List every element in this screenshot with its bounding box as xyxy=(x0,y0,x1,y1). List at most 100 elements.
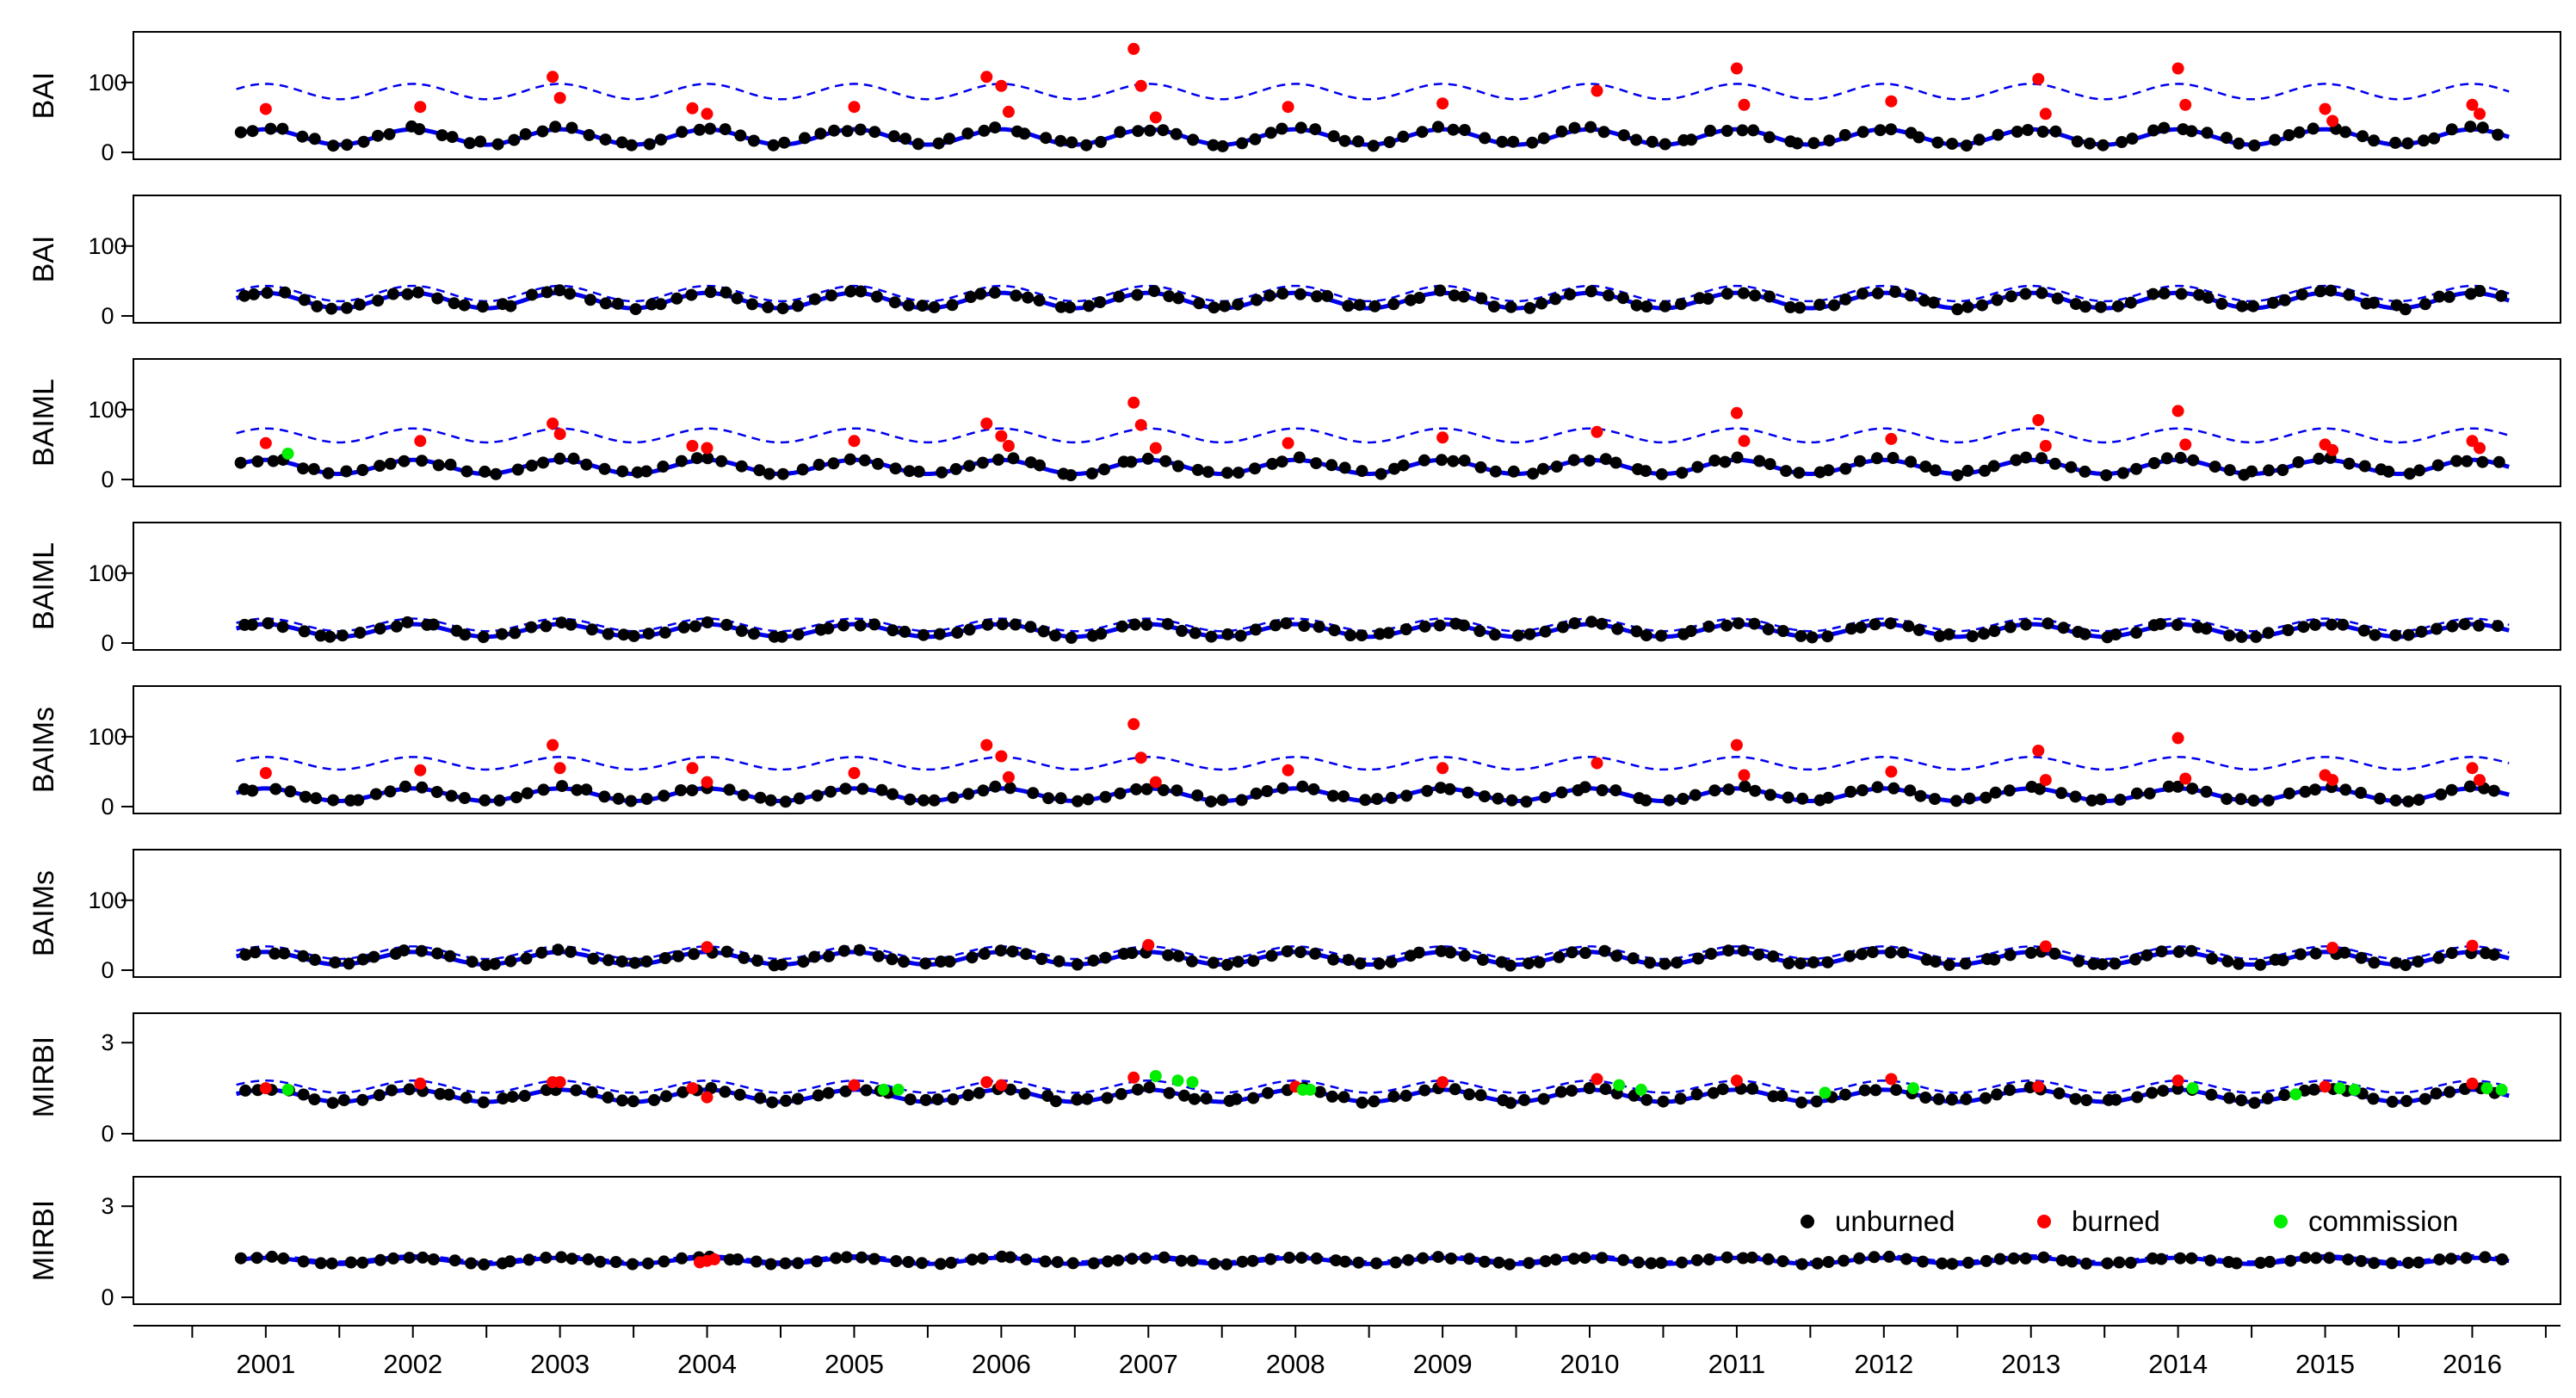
unburned-point xyxy=(1397,130,1410,143)
unburned-point xyxy=(1640,794,1652,807)
unburned-point xyxy=(854,123,867,136)
burned-point xyxy=(553,91,566,104)
unburned-point xyxy=(277,1252,290,1265)
unburned-point xyxy=(2278,1089,2291,1101)
unburned-point xyxy=(1992,128,2005,141)
unburned-point xyxy=(2100,469,2113,482)
unburned-point xyxy=(2431,459,2444,472)
unburned-point xyxy=(276,122,289,135)
unburned-point xyxy=(1004,1251,1016,1264)
burned-point xyxy=(414,764,427,776)
unburned-point xyxy=(1189,627,1202,640)
unburned-point xyxy=(2445,947,2458,960)
unburned-point xyxy=(2357,624,2370,637)
unburned-point xyxy=(2185,125,2198,138)
unburned-point xyxy=(465,1257,478,1270)
unburned-point xyxy=(1806,631,1819,644)
unburned-point xyxy=(337,1094,350,1106)
unburned-point xyxy=(479,958,492,971)
unburned-point xyxy=(1126,1253,1139,1265)
unburned-point xyxy=(886,624,899,637)
unburned-point xyxy=(658,1255,670,1268)
unburned-point xyxy=(640,793,653,805)
burned-point xyxy=(2326,443,2339,456)
unburned-point xyxy=(246,618,258,631)
unburned-point xyxy=(1018,1087,1031,1100)
unburned-point xyxy=(886,953,899,966)
y-tick-label: 0 xyxy=(101,630,114,656)
unburned-point xyxy=(2402,795,2415,807)
unburned-point xyxy=(2337,618,2350,631)
unburned-point xyxy=(2051,292,2064,305)
unburned-point xyxy=(776,302,789,315)
panel-frame xyxy=(133,1176,2561,1305)
unburned-point xyxy=(1246,1254,1259,1267)
panel-frame xyxy=(133,1012,2561,1141)
unburned-point xyxy=(1763,290,1776,303)
unburned-point xyxy=(1598,944,1611,957)
burned-point xyxy=(2039,108,2052,121)
unburned-point xyxy=(477,631,490,643)
unburned-point xyxy=(1951,303,1964,316)
unburned-point xyxy=(828,124,841,137)
unburned-point xyxy=(675,455,688,467)
unburned-point xyxy=(1344,629,1357,641)
unburned-point xyxy=(1523,957,1535,970)
unburned-point xyxy=(657,461,670,473)
unburned-point xyxy=(868,618,880,631)
unburned-point xyxy=(372,294,385,307)
unburned-point xyxy=(1080,139,1093,152)
unburned-point xyxy=(676,126,689,139)
unburned-point xyxy=(374,622,386,635)
unburned-point xyxy=(583,128,596,141)
unburned-point xyxy=(648,1093,660,1106)
unburned-point xyxy=(1205,630,1218,643)
unburned-point xyxy=(1914,789,1927,802)
unburned-point xyxy=(553,452,566,465)
unburned-point xyxy=(811,789,824,802)
unburned-point xyxy=(1838,128,1851,141)
unburned-point xyxy=(751,955,763,967)
burned-point xyxy=(1885,95,1898,108)
unburned-point xyxy=(2295,948,2307,961)
unburned-point xyxy=(2079,628,2091,640)
unburned-point xyxy=(1148,285,1161,298)
unburned-point xyxy=(904,793,917,806)
threshold-line xyxy=(236,756,2510,771)
unburned-point xyxy=(1640,1093,1653,1106)
unburned-point xyxy=(2474,285,2486,297)
unburned-point xyxy=(1644,956,1656,969)
unburned-point xyxy=(2284,1254,2297,1267)
unburned-point xyxy=(719,1086,732,1098)
unburned-point xyxy=(811,1255,823,1268)
unburned-point xyxy=(719,123,732,136)
unburned-point xyxy=(299,790,312,803)
unburned-point xyxy=(1822,791,1835,804)
unburned-point xyxy=(1722,944,1735,957)
unburned-point xyxy=(1719,455,1732,468)
unburned-point xyxy=(1186,1254,1199,1267)
unburned-point xyxy=(1296,780,1309,793)
unburned-point xyxy=(1232,956,1245,968)
commission-point xyxy=(1171,1074,1184,1087)
unburned-point xyxy=(599,297,612,310)
unburned-point xyxy=(1418,1084,1431,1097)
unburned-point xyxy=(1640,465,1652,478)
unburned-point xyxy=(812,458,825,471)
unburned-point xyxy=(1115,620,1128,633)
burned-point xyxy=(980,739,993,752)
unburned-point xyxy=(837,944,850,957)
unburned-point xyxy=(2069,790,2082,803)
unburned-point xyxy=(2493,455,2505,468)
unburned-point xyxy=(1307,783,1320,795)
burned-point xyxy=(1127,396,1140,409)
unburned-point xyxy=(565,1253,578,1265)
unburned-point xyxy=(2283,129,2295,141)
unburned-point xyxy=(686,784,699,797)
unburned-point xyxy=(976,1252,989,1265)
unburned-point xyxy=(1690,1253,1703,1266)
unburned-point xyxy=(1071,958,1084,971)
unburned-point xyxy=(2262,627,2275,640)
unburned-point xyxy=(830,1252,843,1265)
unburned-point xyxy=(2432,951,2445,964)
